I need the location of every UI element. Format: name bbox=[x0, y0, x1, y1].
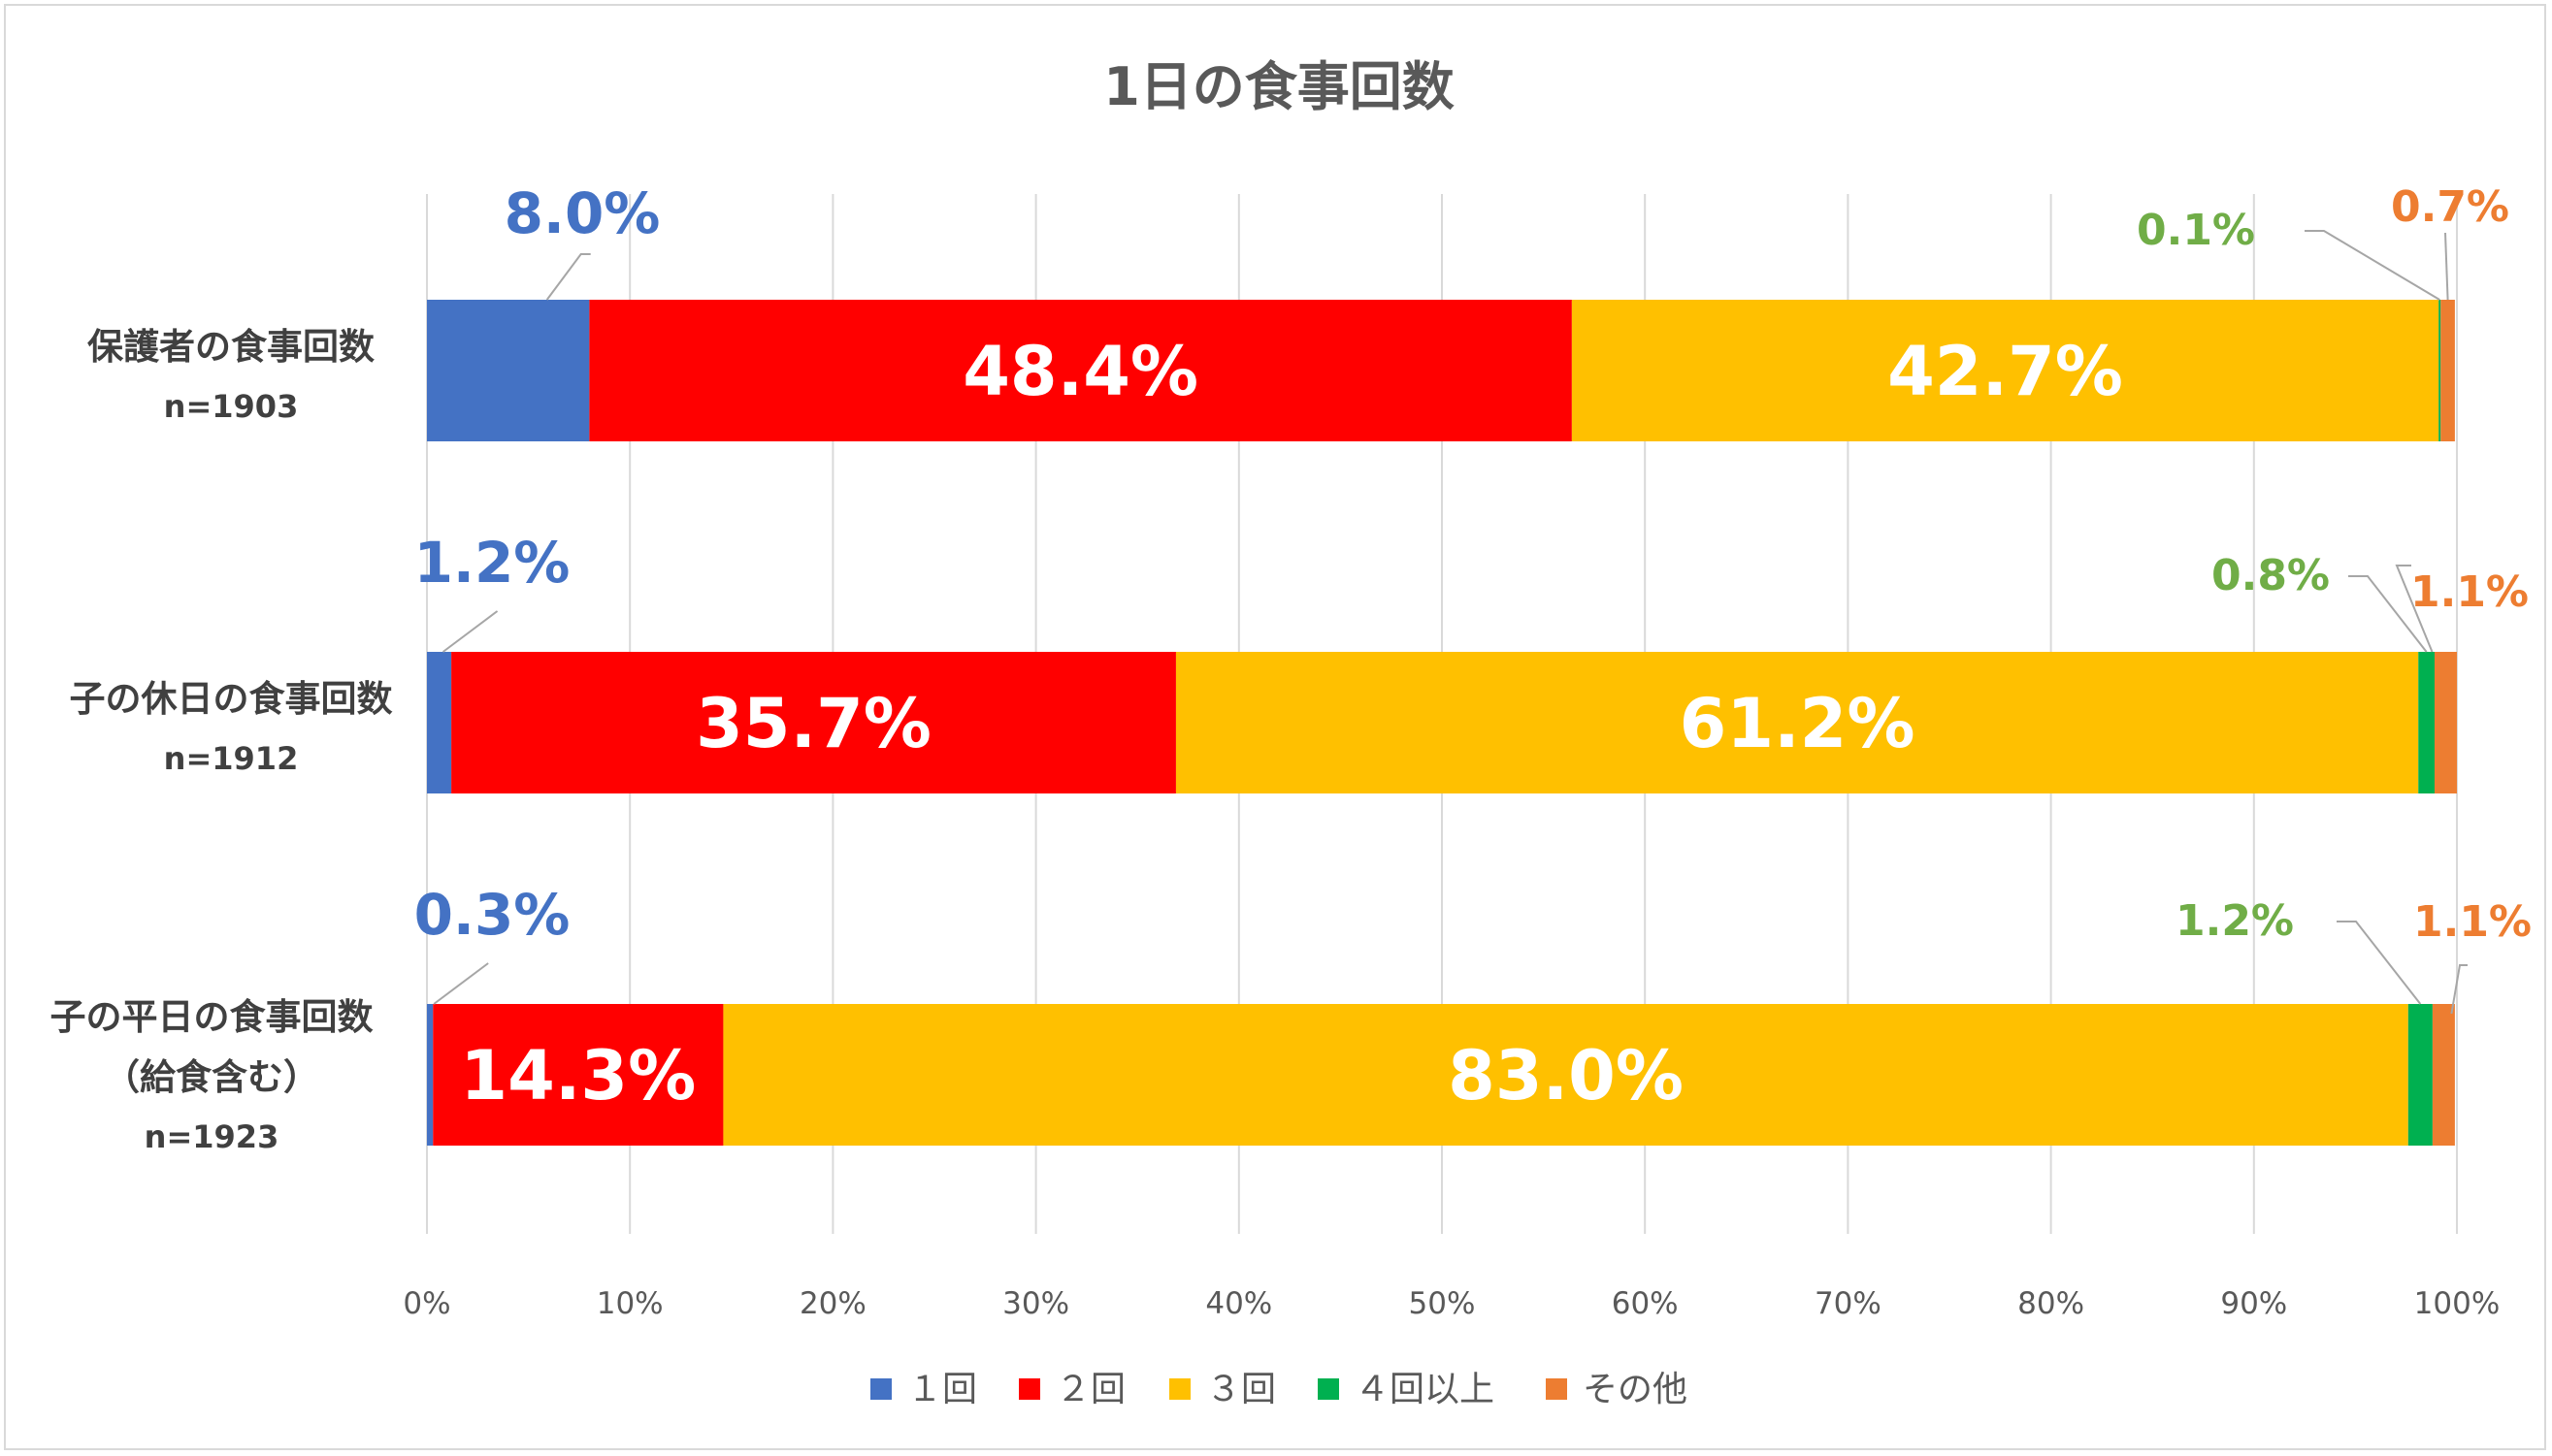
legend-label: ３回 bbox=[1206, 1370, 1276, 1409]
bar-segment bbox=[2440, 300, 2455, 441]
x-tick-label: 10% bbox=[597, 1286, 664, 1321]
legend-swatch bbox=[1546, 1378, 1567, 1400]
x-tick-label: 40% bbox=[1205, 1286, 1272, 1321]
x-tick-label: 80% bbox=[2017, 1286, 2084, 1321]
bar-segment bbox=[2418, 652, 2435, 793]
x-tick-label: 60% bbox=[1612, 1286, 1679, 1321]
bar-segment bbox=[1571, 300, 2439, 441]
legend-label: ２回 bbox=[1056, 1370, 1126, 1409]
data-label: 1.2% bbox=[2176, 896, 2294, 946]
x-tick-label: 0% bbox=[403, 1286, 450, 1321]
bar-segment bbox=[2438, 300, 2441, 441]
data-label: 61.2% bbox=[1680, 684, 1915, 763]
leader-line bbox=[2337, 921, 2422, 1005]
x-tick-label: 90% bbox=[2220, 1286, 2287, 1321]
data-label: 1.1% bbox=[2413, 897, 2532, 947]
data-label: 0.7% bbox=[2391, 182, 2509, 232]
legend-label: その他 bbox=[1583, 1370, 1687, 1409]
bar-segment bbox=[427, 300, 590, 441]
bar-segment bbox=[2434, 652, 2457, 793]
data-label: 1.1% bbox=[2410, 567, 2529, 617]
data-label: 8.0% bbox=[505, 180, 661, 246]
leader-line bbox=[2348, 575, 2428, 653]
category-n: n=1912 bbox=[164, 740, 299, 777]
category-labels: 保護者の食事回数 n=1903 子の休日の食事回数 n=1912 子の平日の食事回数 （給… bbox=[50, 326, 393, 1155]
bar-segment bbox=[723, 1004, 2408, 1146]
data-labels: 48.4% 42.7% 8.0% 0.1% 0.7% 35.7% 61.2% 1.2% 0.8%… bbox=[414, 180, 2532, 1116]
data-label: 0.3% bbox=[414, 882, 571, 948]
data-label: 0.8% bbox=[2211, 551, 2330, 600]
data-label: 14.3% bbox=[460, 1036, 696, 1116]
data-label: 83.0% bbox=[1448, 1036, 1684, 1116]
leader-line bbox=[2395, 565, 2434, 653]
bar-segment bbox=[433, 1004, 724, 1146]
data-label: 35.7% bbox=[696, 684, 932, 763]
leader-line bbox=[2444, 232, 2449, 301]
x-tick-label: 30% bbox=[1002, 1286, 1069, 1321]
bars bbox=[427, 300, 2457, 1146]
legend-label: ４回以上 bbox=[1355, 1370, 1494, 1409]
legend-swatch bbox=[1318, 1378, 1339, 1400]
x-tick-label: 50% bbox=[1409, 1286, 1476, 1321]
bar-segment bbox=[427, 652, 452, 793]
x-tick-label: 100% bbox=[2414, 1286, 2501, 1321]
leader-line bbox=[2305, 230, 2440, 301]
data-label: 48.4% bbox=[963, 332, 1198, 411]
legend-swatch bbox=[870, 1378, 892, 1400]
leader-line bbox=[442, 610, 499, 653]
data-label: 42.7% bbox=[1887, 332, 2123, 411]
leader-line bbox=[2450, 964, 2468, 1015]
category-n: n=1923 bbox=[145, 1118, 279, 1155]
category-label: 子の休日の食事回数 bbox=[70, 678, 393, 720]
leader-line bbox=[545, 253, 591, 301]
category-label: 子の平日の食事回数 bbox=[50, 996, 374, 1038]
bar-segment bbox=[427, 1004, 434, 1146]
x-tick-label: 20% bbox=[800, 1286, 867, 1321]
x-axis-ticks: 0% 10% 20% 30% 40% 50% 60% 70% 80% 90% 100% bbox=[403, 1286, 2500, 1321]
bar-segment bbox=[451, 652, 1176, 793]
category-n: n=1903 bbox=[164, 388, 299, 425]
bar-segment bbox=[2432, 1004, 2455, 1146]
category-label: （給食含む） bbox=[104, 1056, 319, 1098]
x-tick-label: 70% bbox=[1815, 1286, 1881, 1321]
data-label: 0.1% bbox=[2137, 206, 2255, 255]
data-label: 1.2% bbox=[414, 530, 571, 596]
bar-segment bbox=[2407, 1004, 2433, 1146]
leader-line bbox=[433, 962, 489, 1005]
legend: １回 ２回 ３回 ４回以上 その他 bbox=[870, 1370, 1687, 1409]
bar-segment bbox=[589, 300, 1572, 441]
chart-title: 1日の食事回数 bbox=[1103, 56, 1455, 117]
category-label: 保護者の食事回数 bbox=[87, 326, 375, 368]
legend-label: １回 bbox=[907, 1370, 977, 1409]
bar-segment bbox=[1175, 652, 2419, 793]
legend-swatch bbox=[1019, 1378, 1040, 1400]
legend-swatch bbox=[1169, 1378, 1191, 1400]
